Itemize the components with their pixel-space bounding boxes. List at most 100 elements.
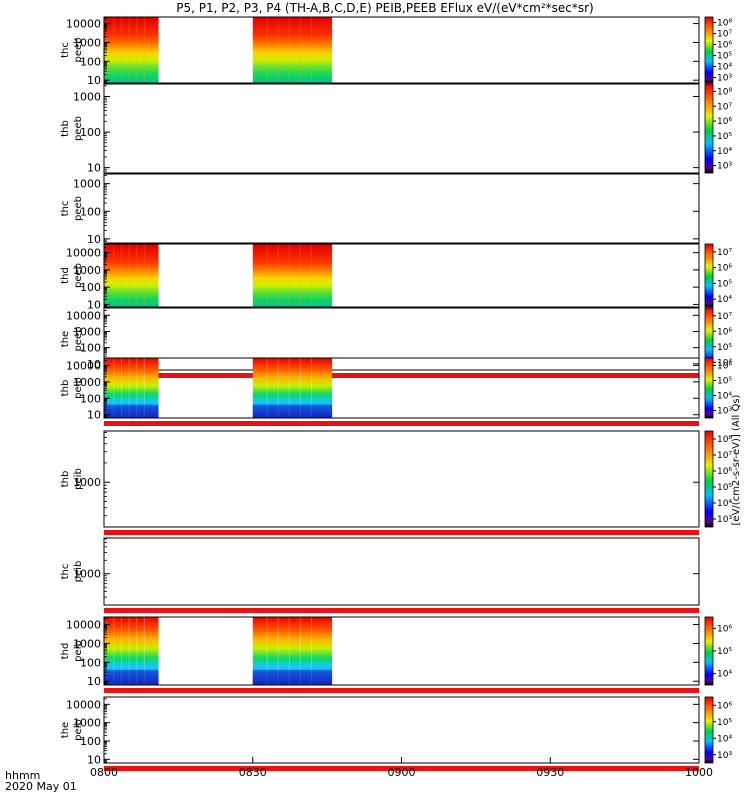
colorbar-tick-label: 10³ <box>717 74 732 84</box>
panel-frame <box>103 430 700 528</box>
y-tick-label: 100 <box>80 55 101 68</box>
x-tick-label: 0800 <box>90 766 118 779</box>
panel-y-label: thc <box>60 201 71 217</box>
y-tick-label: 10 <box>87 358 101 371</box>
panel-frame <box>103 243 700 308</box>
colorbar-tick-label: 10⁵ <box>717 647 732 657</box>
panel-y-label: thc <box>60 42 71 58</box>
colorbar-tick-label: 10⁶ <box>717 624 732 634</box>
colorbar <box>704 243 714 308</box>
colorbar <box>704 616 714 686</box>
y-tick-label: 10 <box>87 233 101 246</box>
y-tick-label: 100 <box>80 342 101 355</box>
colorbar-tick-label: 10⁶ <box>717 327 732 337</box>
panel-y-label: thc <box>60 564 71 580</box>
spectrogram-low-energy-band <box>252 404 333 418</box>
colorbar-tick-label: 10⁵ <box>717 132 732 142</box>
panel-y-label: peib <box>73 640 84 662</box>
spectrogram-panel: 10 100 1000 thb peeb 10³ 10⁴ 10⁵ 10⁶ 10⁷ 10⁸ <box>60 83 732 175</box>
colorbar-tick-label: 10³ <box>717 407 732 417</box>
colorbar-tick-label: 10⁸ <box>717 435 732 445</box>
colorbar-tick-label: 10⁴ <box>717 734 732 744</box>
panel-frame <box>103 307 700 371</box>
panel-y-label: thd <box>60 267 71 284</box>
panel-frame <box>103 357 700 419</box>
colorbar-tick-label: 10⁵ <box>717 52 732 62</box>
y-tick-label: 100 <box>80 281 101 294</box>
colorbar-tick-label: 10⁶ <box>717 117 732 127</box>
x-tick-label: 0900 <box>388 766 416 779</box>
colorbar-tick-label: 10⁶ <box>717 264 732 274</box>
colorbar-tick-label: 10⁷ <box>717 451 732 461</box>
panel-y-label: peib <box>73 719 84 741</box>
y-tick-label: 10 <box>87 409 101 422</box>
panel-frame <box>103 173 700 244</box>
colorbar-tick-label: 10³ <box>717 751 732 761</box>
panel-y-label: peib <box>73 468 84 490</box>
y-tick-label: 100 <box>80 392 101 405</box>
y-tick-label: 1000 <box>73 637 101 650</box>
colorbar <box>704 83 714 174</box>
panel-frame <box>103 616 700 686</box>
date-label: 2020 May 01 <box>5 780 77 793</box>
y-tick-label: 10 <box>87 298 101 311</box>
y-tick-label: 1000 <box>73 476 101 489</box>
colorbar-tick-label: 10⁶ <box>717 41 732 51</box>
quality-flag-bar <box>104 688 699 693</box>
quality-flag-bar <box>104 421 699 426</box>
x-tick-label: 0930 <box>536 766 564 779</box>
y-tick-label: 1000 <box>73 36 101 49</box>
y-tick-label: 10000 <box>66 619 101 632</box>
colorbar-tick-label: 10⁵ <box>717 279 732 289</box>
panel-y-label: peib <box>73 377 84 399</box>
colorbar-tick-label: 10³ <box>717 515 732 525</box>
colorbar-tick-label: 10⁶ <box>717 467 732 477</box>
colorbar-tick-label: 10⁴ <box>717 147 732 157</box>
y-tick-label: 10000 <box>66 359 101 372</box>
colorbar-tick-label: 10⁸ <box>717 19 732 29</box>
colorbar <box>704 16 714 84</box>
y-tick-label: 1000 <box>73 325 101 338</box>
y-tick-label: 1000 <box>73 717 101 730</box>
y-tick-label: 10000 <box>66 698 101 711</box>
y-tick-label: 1000 <box>73 90 101 103</box>
colorbar-tick-label: 10⁷ <box>717 312 732 322</box>
colorbar-tick-label: 10⁴ <box>717 670 732 680</box>
quality-flag-bar <box>104 766 699 771</box>
spectrogram-data-block <box>252 17 333 83</box>
spectrogram-data-block <box>104 244 159 307</box>
y-tick-label: 10000 <box>66 247 101 260</box>
colorbar-tick-label: 10⁵ <box>717 377 732 387</box>
colorbar-tick-label: 10⁴ <box>717 358 732 368</box>
panel-y-label: thd <box>60 643 71 660</box>
panel-y-label: the <box>60 722 71 738</box>
colorbar-tick-label: 10⁶ <box>717 362 732 372</box>
y-tick-label: 10 <box>87 74 101 87</box>
panel-y-label: peeb <box>73 196 84 221</box>
y-tick-label: 100 <box>80 205 101 218</box>
panel-frame <box>103 83 700 174</box>
colorbar-tick-label: 10⁶ <box>717 701 732 711</box>
spectrogram-panel: 10 100 1000 10000 the peib 10³ 10⁴ 10⁵ 10⁶ <box>60 696 732 771</box>
colorbar <box>704 357 714 419</box>
colorbar-tick-label: 10⁴ <box>717 63 732 73</box>
y-tick-label: 100 <box>80 735 101 748</box>
y-tick-label: 10 <box>87 675 101 688</box>
colorbar <box>704 430 714 528</box>
quality-flag-bar <box>104 530 699 535</box>
colorbar-tick-label: 10⁸ <box>717 87 732 97</box>
colorbar-tick-label: 10⁷ <box>717 102 732 112</box>
y-tick-label: 10 <box>87 753 101 766</box>
colorbar-tick-label: 10⁴ <box>717 499 732 509</box>
colorbar-tick-label: 10⁵ <box>717 343 732 353</box>
spectrogram-panel: 10 100 1000 10000 thb peib 10³ 10⁴ 10⁵ 10⁶ <box>60 357 732 426</box>
panel-y-label: the <box>60 331 71 347</box>
colorbar-tick-label: 10⁴ <box>717 392 732 402</box>
quality-flag-bar <box>104 608 699 613</box>
y-tick-label: 10 <box>87 162 101 175</box>
spectrogram-panel: 10 100 1000 10000 thd peeb 10⁴ 10⁵ 10⁶ 10⁷ <box>60 243 732 311</box>
y-tick-label: 1000 <box>73 178 101 191</box>
y-tick-label: 1000 <box>73 264 101 277</box>
spectrogram-data-block <box>252 244 333 307</box>
